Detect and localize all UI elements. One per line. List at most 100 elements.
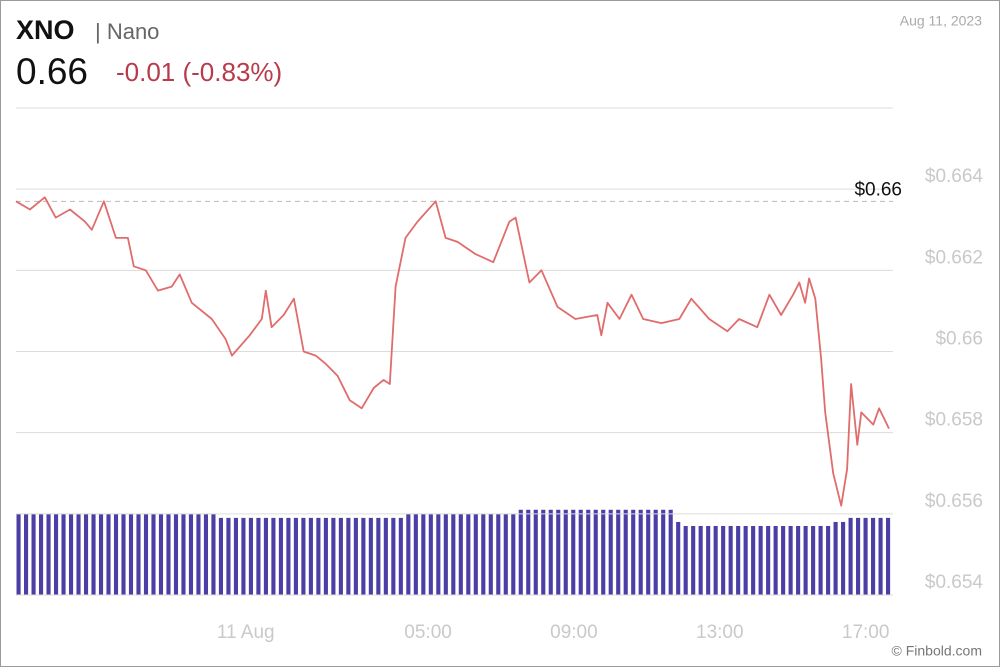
volume-bar — [773, 526, 778, 595]
volume-bar — [646, 509, 651, 595]
volume-bar — [211, 513, 216, 595]
volume-bar — [61, 513, 66, 595]
x-tick-label: 13:00 — [696, 622, 744, 643]
volume-bar — [473, 513, 478, 595]
volume-bar — [323, 517, 328, 595]
volume-bar — [863, 517, 868, 595]
volume-bar — [91, 513, 96, 595]
volume-bar — [458, 513, 463, 595]
volume-bar — [241, 517, 246, 595]
volume-bar — [421, 513, 426, 595]
volume-bar — [293, 517, 298, 595]
volume-bar — [871, 517, 876, 595]
volume-bar — [848, 517, 853, 595]
x-tick-label: 05:00 — [404, 622, 452, 643]
volume-bar — [533, 509, 538, 595]
volume-bar — [173, 513, 179, 595]
volume-bar — [316, 517, 321, 595]
volume-bar — [781, 526, 786, 595]
volume-bar — [451, 513, 456, 595]
volume-bar — [158, 513, 164, 595]
volume-bar — [53, 513, 59, 595]
volume-bar — [496, 513, 501, 595]
volume-bar — [526, 509, 531, 595]
volume-bar — [811, 526, 816, 595]
volume-bar — [683, 526, 688, 595]
volume-bar — [68, 513, 74, 595]
volume-bar — [638, 509, 643, 595]
volume-bar — [383, 517, 388, 595]
volume-bar — [23, 513, 29, 595]
volume-bar — [353, 517, 358, 595]
volume-bar — [308, 517, 313, 595]
last-price-label: $0.66 — [854, 179, 902, 200]
volume-bar — [766, 526, 771, 595]
y-tick-label: $0.658 — [925, 410, 983, 431]
volume-bar — [728, 526, 733, 595]
volume-bar — [76, 513, 81, 595]
symbol: XNO — [16, 15, 75, 45]
volume-bar — [436, 513, 441, 595]
volume-bar — [166, 513, 171, 595]
volume-bar — [586, 509, 591, 595]
volume-bar — [481, 513, 486, 595]
volume-bar — [758, 526, 763, 595]
volume-bar — [698, 526, 703, 595]
volume-bar — [466, 513, 471, 595]
volume-bar — [856, 517, 861, 595]
volume-bar — [368, 517, 373, 595]
volume-bar — [338, 517, 343, 595]
volume-bar — [578, 509, 583, 595]
volume-bar — [413, 513, 418, 595]
y-tick-label: $0.654 — [925, 572, 984, 593]
volume-bar — [346, 517, 351, 595]
price-change: -0.01 (-0.83%) — [116, 57, 282, 87]
volume-bar — [31, 513, 36, 595]
volume-bar — [488, 513, 493, 595]
volume-bar — [128, 513, 134, 595]
volume-bar — [631, 509, 636, 595]
volume-bar — [878, 517, 883, 595]
volume-bar — [46, 513, 51, 595]
volume-bar — [143, 513, 149, 595]
volume-bar — [106, 513, 111, 595]
volume-bar — [676, 521, 681, 595]
volume-bar — [571, 509, 576, 595]
volume-bar — [803, 526, 808, 595]
volume-bar — [83, 513, 89, 595]
x-tick-label: 09:00 — [550, 622, 598, 643]
volume-bar — [796, 526, 801, 595]
volume-bar — [203, 513, 209, 595]
volume-bar — [16, 513, 21, 595]
volume-bar — [443, 513, 448, 595]
volume-bar — [721, 526, 726, 595]
volume-bar — [616, 509, 621, 595]
volume-bar — [736, 526, 741, 595]
volume-bar — [541, 509, 546, 595]
volume-bar — [503, 513, 508, 595]
y-tick-label: $0.664 — [925, 166, 984, 187]
volume-bar — [181, 513, 186, 595]
volume-bar — [668, 509, 673, 595]
volume-bar — [548, 509, 553, 595]
volume-bar — [556, 509, 561, 595]
price-line — [15, 196, 890, 507]
x-tick-label: 17:00 — [842, 622, 890, 643]
credit: © Finbold.com — [892, 643, 982, 659]
volume-bar — [331, 517, 336, 595]
volume-bar — [826, 526, 831, 595]
volume-bar — [661, 509, 666, 595]
volume-bar — [713, 526, 718, 595]
volume-bar — [743, 526, 748, 595]
volume-bar — [196, 513, 201, 595]
coin-name: | Nano — [95, 19, 159, 44]
y-tick-label: $0.66 — [935, 329, 983, 350]
volume-bar — [406, 513, 411, 595]
volume-bar — [278, 517, 283, 595]
volume-bar — [398, 517, 403, 595]
volume-bar — [98, 513, 104, 595]
volume-bar — [818, 526, 823, 595]
volume-bar — [376, 517, 381, 595]
volume-bar — [38, 513, 44, 595]
